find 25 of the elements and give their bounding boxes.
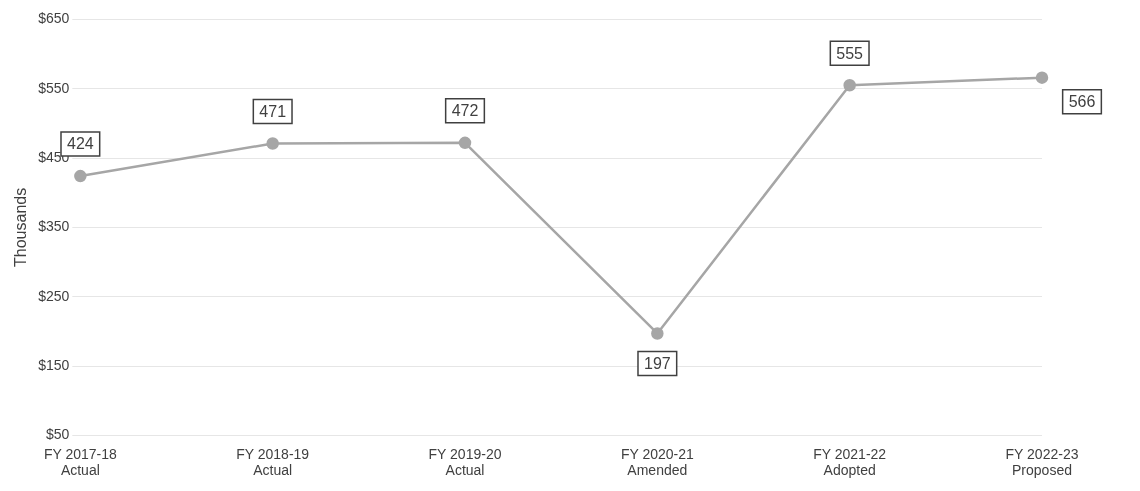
x-tick-label: FY 2022-23 Proposed <box>1005 445 1079 479</box>
y-tick-label: $650 <box>38 10 70 27</box>
point <box>843 79 856 92</box>
data-label: 471 <box>259 102 287 120</box>
point <box>266 137 279 150</box>
data-label: 472 <box>451 102 479 120</box>
x-tick-label: FY 2021-22 Adopted <box>813 445 887 479</box>
data-label: 555 <box>836 44 864 62</box>
x-tick-label: FY 2019-20 Actual <box>428 445 502 479</box>
point <box>458 136 472 150</box>
x-tick-label: FY 2020-21 Amended <box>620 445 694 479</box>
y-axis-title: Thousands <box>12 187 30 267</box>
point <box>651 327 664 340</box>
point <box>74 169 87 183</box>
y-tick-label: $50 <box>45 426 70 443</box>
x-tick-label: FY 2017-18 Actual <box>43 445 118 479</box>
x-tick-label: FY 2018-19 Actual <box>236 445 310 479</box>
y-tick-label: $550 <box>38 79 70 96</box>
data-label: 424 <box>66 135 94 153</box>
y-tick-label: $150 <box>38 356 70 373</box>
point <box>1035 71 1049 84</box>
y-tick-label: $250 <box>38 287 70 304</box>
data-label: 566 <box>1068 93 1096 111</box>
y-tick-label: $350 <box>38 218 70 235</box>
data-label: 197 <box>643 354 671 372</box>
